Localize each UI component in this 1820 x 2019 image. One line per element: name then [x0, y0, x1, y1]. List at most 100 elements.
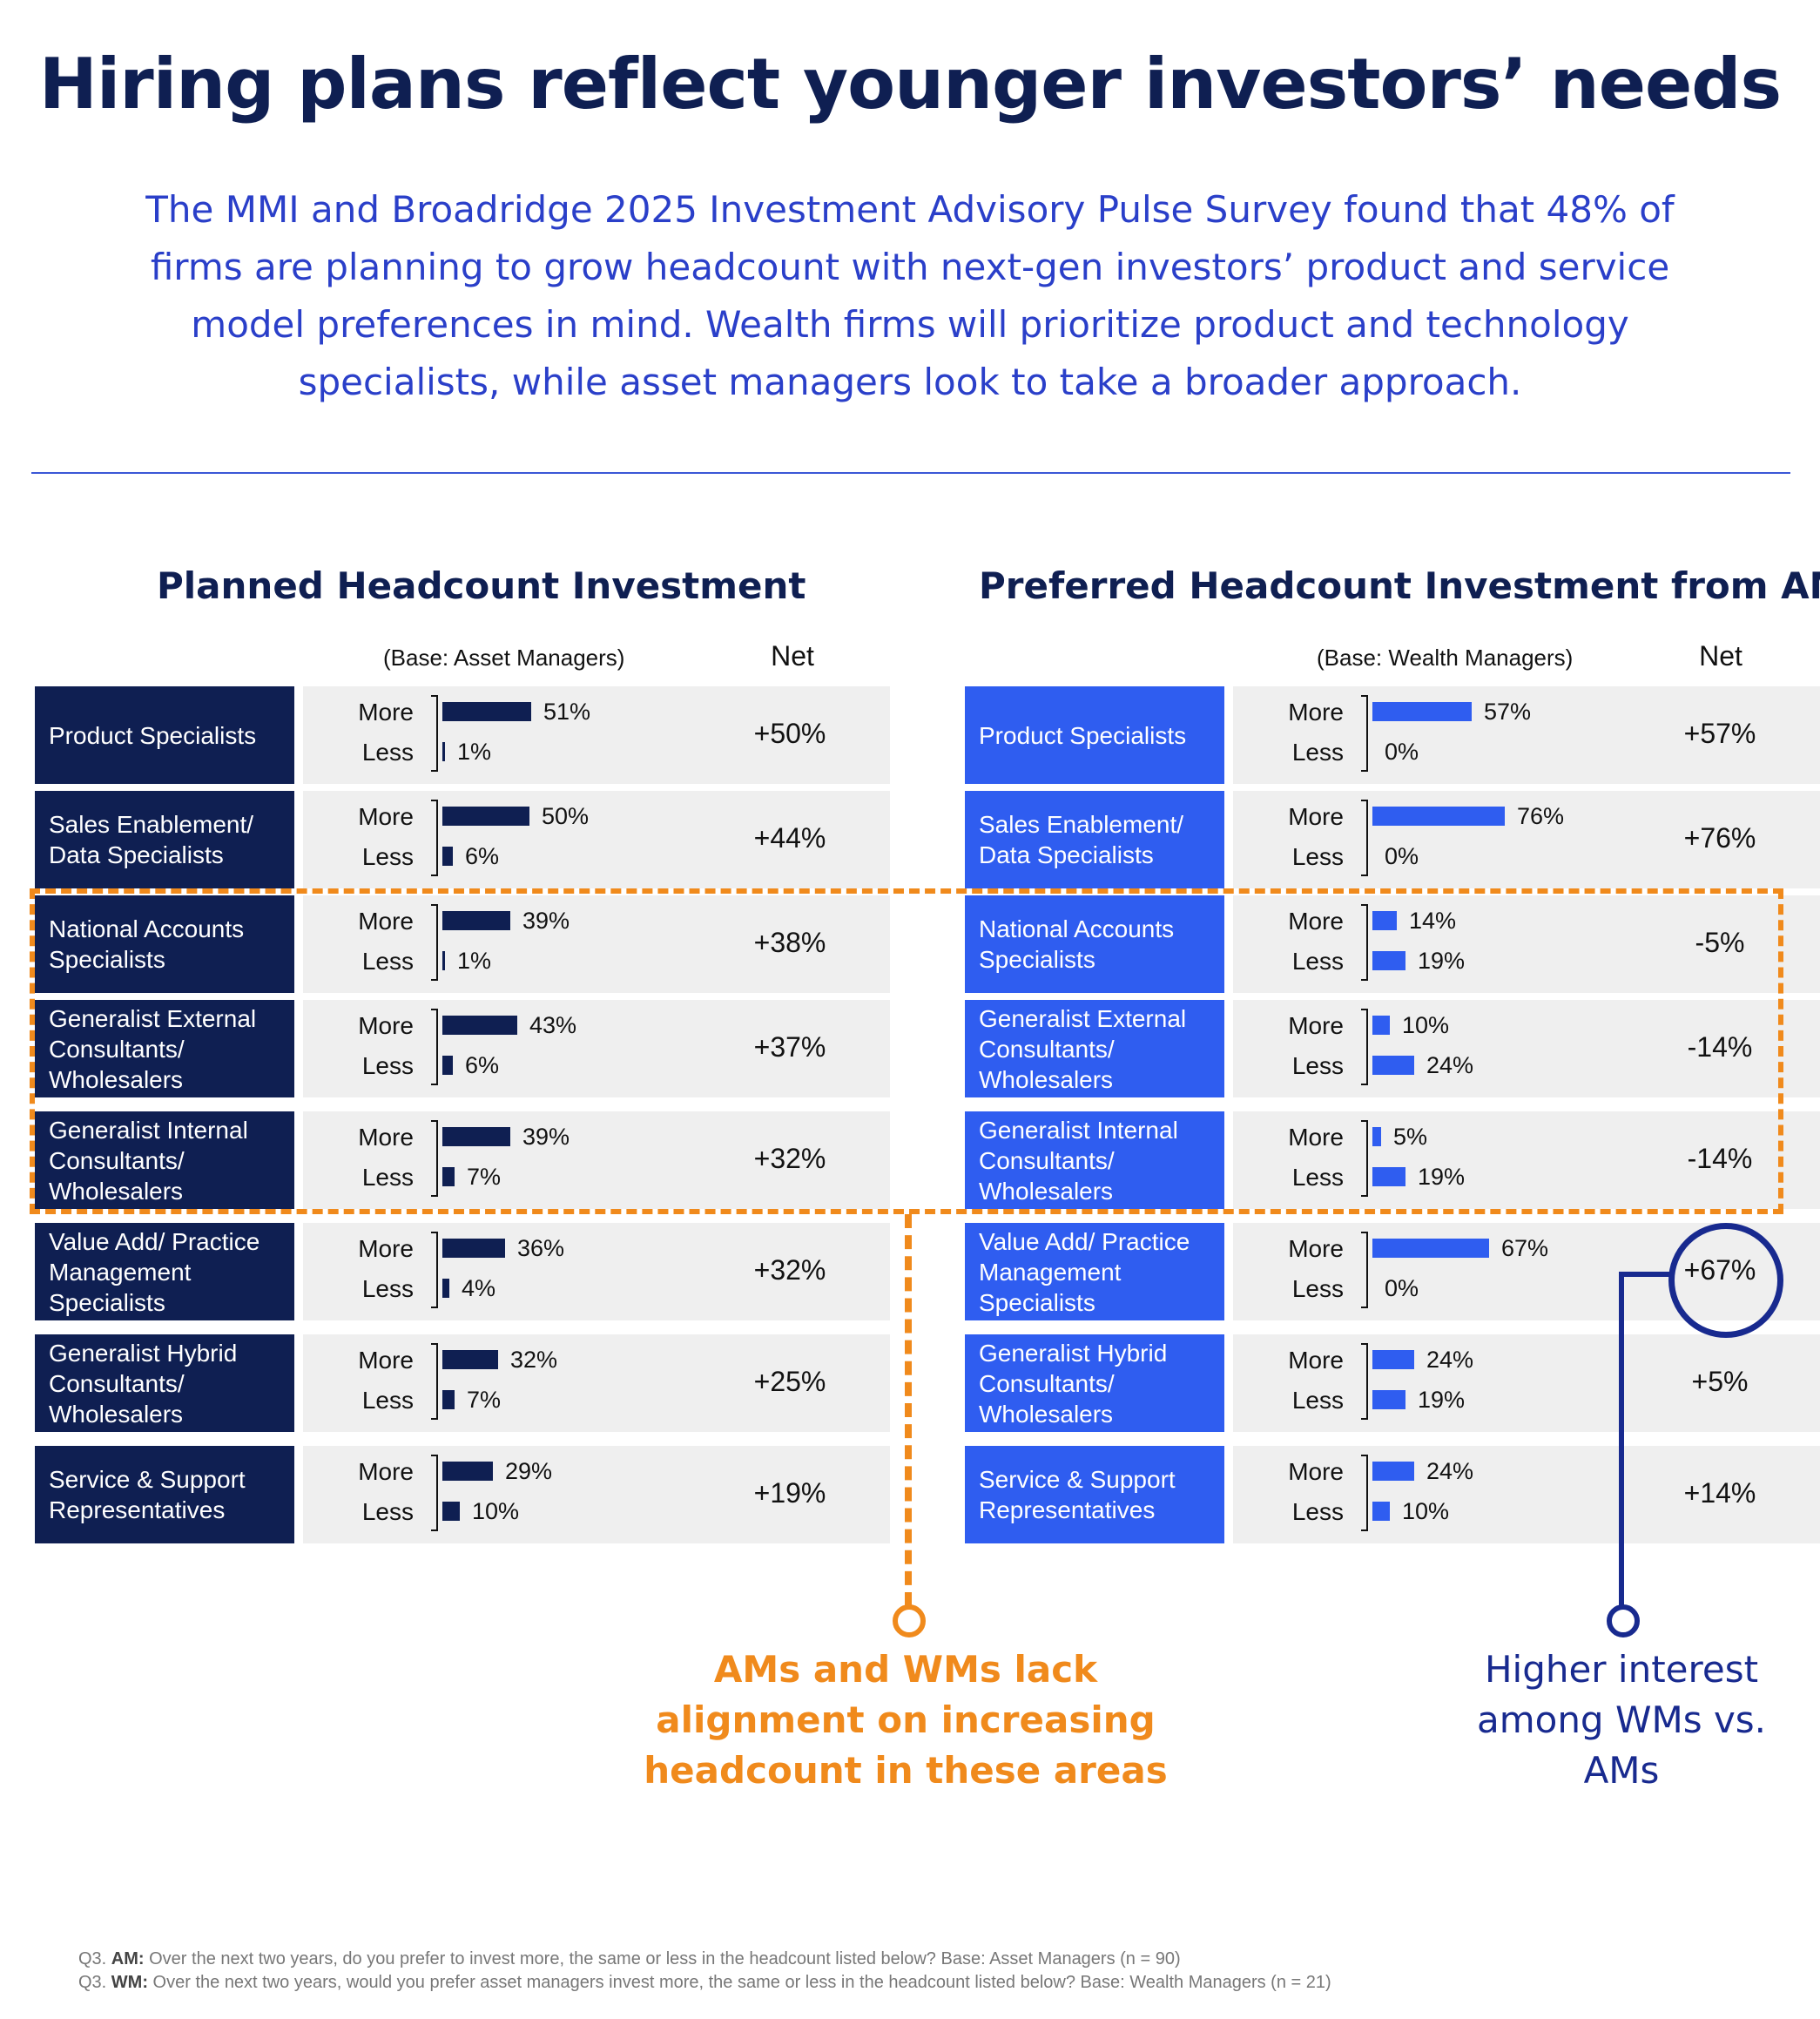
am-row: National Accounts Specialists More 39% Less…	[35, 895, 890, 993]
am-bracket	[431, 1009, 438, 1085]
am-row-background	[303, 791, 890, 888]
wm-less-label: Less	[1291, 948, 1344, 975]
am-less-label: Less	[361, 1498, 414, 1525]
am-bracket	[431, 800, 438, 876]
higher-interest-callout: Higher interest among WMs vs. AMs	[1476, 1648, 1767, 1792]
am-less-label: Less	[361, 1275, 414, 1302]
am-more-bar	[442, 1350, 498, 1369]
am-category-label: National Accounts Specialists	[35, 895, 294, 993]
footnote-am: Q3. AM: Over the next two years, do you …	[78, 1949, 1181, 1968]
am-more-label: More	[358, 1347, 414, 1374]
wm-less-label: Less	[1291, 1387, 1344, 1414]
wm-row-background	[1233, 791, 1820, 888]
wm-less-label: Less	[1291, 1275, 1344, 1302]
am-row-background	[303, 686, 890, 784]
am-row-background	[303, 1223, 890, 1320]
wm-bracket	[1361, 1009, 1368, 1085]
wm-row-background	[1233, 1334, 1820, 1432]
am-more-value: 39%	[522, 908, 570, 934]
wm-row-background	[1233, 1111, 1820, 1209]
wm-row: Generalist External Consultants/ Wholesa…	[965, 1000, 1820, 1097]
am-more-value: 39%	[522, 1124, 570, 1150]
am-category-label: Generalist Hybrid Consultants/ Wholesale…	[35, 1334, 294, 1432]
am-more-label: More	[358, 908, 414, 935]
am-category-label: Service & Support Representatives	[35, 1446, 294, 1543]
wm-more-value: 24%	[1426, 1458, 1474, 1484]
am-less-bar	[442, 951, 445, 970]
wm-row: Generalist Hybrid Consultants/ Wholesale…	[965, 1334, 1820, 1432]
wm-bracket	[1361, 800, 1368, 876]
wm-row: Service & Support Representatives More 24%…	[965, 1446, 1820, 1543]
wm-bracket	[1361, 1455, 1368, 1531]
am-bracket	[431, 1120, 438, 1197]
am-more-value: 32%	[510, 1347, 558, 1373]
am-row: Service & Support Representatives More 29%…	[35, 1446, 890, 1543]
am-row-background	[303, 1000, 890, 1097]
divider	[31, 472, 1790, 474]
am-row: Value Add/ Practice Management Specialis…	[35, 1223, 890, 1320]
wm-more-value: 76%	[1517, 803, 1565, 829]
am-less-value: 1%	[457, 739, 492, 765]
am-net-value: +37%	[753, 1031, 826, 1063]
wm-less-label: Less	[1291, 1052, 1344, 1079]
am-row-background	[303, 1334, 890, 1432]
blue-connector-line	[1619, 1275, 1624, 1611]
wm-more-value: 5%	[1393, 1124, 1428, 1150]
am-more-label: More	[358, 699, 414, 726]
wm-less-label: Less	[1291, 1164, 1344, 1191]
am-less-value: 10%	[472, 1498, 520, 1524]
orange-connector-line	[905, 1214, 912, 1606]
am-row: Sales Enablement/ Data Specialists More 50…	[35, 791, 890, 888]
wm-less-label: Less	[1291, 1498, 1344, 1525]
am-category-label: Sales Enablement/ Data Specialists	[35, 791, 294, 888]
wm-category-label: Generalist Internal Consultants/ Wholesa…	[965, 1111, 1224, 1209]
wm-category-label: Value Add/ Practice Management Specialis…	[965, 1223, 1224, 1320]
am-net-value: +19%	[753, 1477, 826, 1509]
am-less-bar	[442, 1390, 455, 1409]
am-net-header: Net	[771, 640, 814, 672]
am-base-note: (Base: Asset Managers)	[383, 645, 625, 671]
am-less-label: Less	[361, 948, 414, 975]
wm-less-bar	[1372, 951, 1405, 970]
am-bracket	[431, 695, 438, 772]
wm-more-bar	[1372, 702, 1472, 721]
wm-less-value: 0%	[1385, 739, 1419, 765]
wm-less-bar	[1372, 1502, 1390, 1521]
wm-more-label: More	[1288, 1012, 1344, 1039]
wm-row: National Accounts Specialists More 14% Less…	[965, 895, 1820, 993]
wm-more-value: 10%	[1402, 1012, 1450, 1038]
wm-less-value: 19%	[1418, 1387, 1466, 1413]
wm-less-value: 0%	[1385, 843, 1419, 869]
wm-chart-title: Preferred Headcount Investment from AMs	[979, 564, 1820, 607]
wm-more-label: More	[1288, 1347, 1344, 1374]
wm-less-label: Less	[1291, 843, 1344, 870]
am-less-label: Less	[361, 1164, 414, 1191]
am-row: Generalist External Consultants/ Wholesa…	[35, 1000, 890, 1097]
am-more-bar	[442, 911, 510, 930]
am-less-value: 6%	[465, 1052, 500, 1078]
wm-net-value: +14%	[1683, 1477, 1756, 1509]
am-row: Product Specialists More 51% Less 1% +50%	[35, 686, 890, 784]
wm-net-value: +5%	[1691, 1366, 1749, 1397]
am-less-bar	[442, 1279, 449, 1298]
am-more-value: 36%	[517, 1235, 565, 1261]
am-less-bar	[442, 847, 453, 866]
wm-base-note: (Base: Wealth Managers)	[1317, 645, 1574, 671]
am-less-value: 7%	[467, 1164, 502, 1190]
page-title: Hiring plans reflect younger investors’ …	[38, 44, 1782, 125]
am-more-value: 50%	[542, 803, 590, 829]
wm-less-bar	[1372, 1167, 1405, 1186]
wm-category-label: Sales Enablement/ Data Specialists	[965, 791, 1224, 888]
wm-row: Product Specialists More 57% Less 0% +57%	[965, 686, 1820, 784]
am-more-label: More	[358, 803, 414, 830]
wm-more-value: 57%	[1484, 699, 1532, 725]
am-more-value: 29%	[505, 1458, 553, 1484]
am-more-label: More	[358, 1124, 414, 1151]
am-more-bar	[442, 1462, 493, 1481]
wm-more-bar	[1372, 1239, 1489, 1258]
wm-row: Sales Enablement/ Data Specialists More 76…	[965, 791, 1820, 888]
wm-net-value: -5%	[1695, 927, 1745, 958]
am-net-value: +25%	[753, 1366, 826, 1397]
wm-more-bar	[1372, 1127, 1381, 1146]
am-bracket	[431, 1343, 438, 1420]
